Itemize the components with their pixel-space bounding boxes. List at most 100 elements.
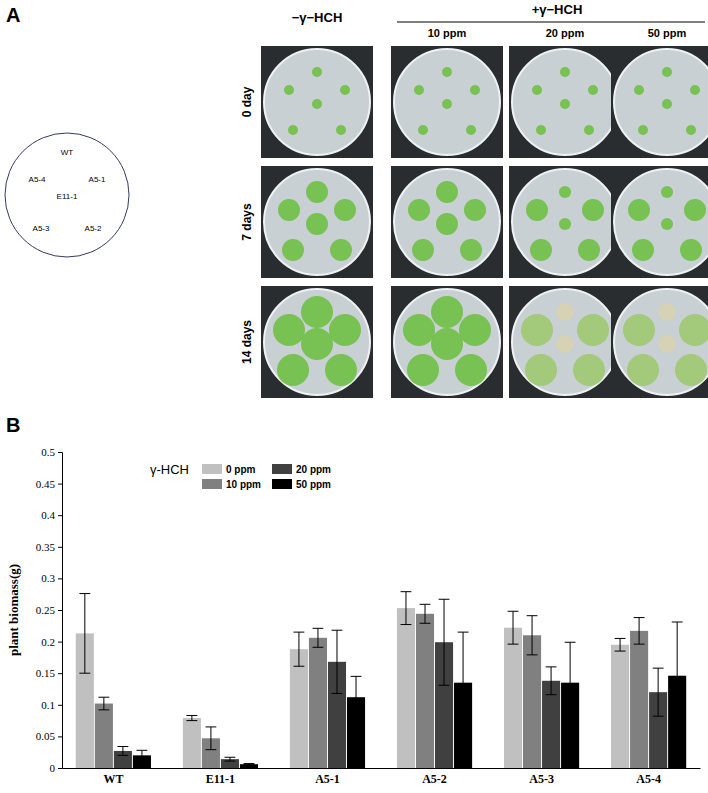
legend-entry: 50 ppm — [272, 479, 331, 490]
seedling — [455, 354, 487, 386]
tick-label: A5-3 — [529, 772, 554, 786]
seedling — [306, 213, 328, 235]
legend-entry: 20 ppm — [272, 464, 331, 475]
seedling — [638, 125, 648, 135]
error-bar — [294, 632, 305, 666]
seedling — [284, 85, 294, 95]
legend-label: 10 ppm — [226, 479, 261, 490]
tick: 0.4 — [41, 509, 62, 521]
schematic-plate — [5, 133, 129, 257]
seedling — [436, 181, 458, 203]
tick-mark — [58, 452, 62, 453]
error-bar — [186, 716, 197, 721]
plate-photo — [391, 286, 503, 398]
x-axis: WTE11-1A5-1A5-2A5-3A5-4 — [63, 768, 701, 786]
bar — [290, 649, 308, 768]
seedling — [559, 186, 571, 198]
seedling — [658, 303, 676, 321]
seedling — [407, 354, 439, 386]
petri-dish — [614, 169, 708, 275]
bar — [611, 645, 629, 768]
seedling — [675, 354, 707, 386]
legend-label: 0 ppm — [226, 464, 256, 475]
tick-label: 0.25 — [36, 604, 56, 616]
y-axis: 00.050.10.150.20.250.30.350.40.450.5 — [36, 446, 63, 774]
plate-photo — [261, 166, 373, 278]
tick-mark — [58, 768, 62, 769]
petri-dish — [614, 49, 708, 155]
petri-dish — [394, 289, 500, 395]
bar — [95, 704, 113, 768]
photo-background — [391, 286, 503, 398]
schematic-label: E11-1 — [57, 192, 78, 201]
error-bar — [332, 630, 343, 693]
tick-mark — [58, 610, 62, 611]
axis-line — [63, 768, 701, 769]
treatment-label: −γ−HCH — [292, 10, 343, 25]
tick-label: 0.1 — [41, 699, 55, 711]
concentration-label: 50 ppm — [648, 27, 687, 39]
seedling — [578, 239, 600, 261]
seedling — [526, 199, 548, 221]
seedling — [623, 314, 655, 346]
error-bar — [439, 599, 450, 685]
plate-photo — [611, 286, 708, 398]
schematic-label: A5-3 — [33, 224, 50, 233]
photo-background — [261, 286, 373, 398]
tick-mark — [58, 705, 62, 706]
bar — [416, 614, 434, 768]
seedling — [584, 125, 594, 135]
photo-background — [509, 46, 621, 158]
error-bar — [420, 604, 431, 623]
photo-background — [611, 286, 708, 398]
tick-label: 0.4 — [41, 509, 55, 521]
panel-a: AWTA5-4A5-1E11-1A5-3A5-2−γ−HCH+γ−HCH10 p… — [5, 2, 708, 398]
bar — [504, 628, 522, 768]
error-bar-series — [117, 599, 663, 761]
tick: WT — [103, 768, 123, 786]
tick-label: 0 — [50, 762, 56, 774]
legend: γ-HCH0 ppm10 ppm20 ppm50 ppm — [150, 462, 331, 490]
seedling — [442, 99, 452, 109]
legend-entry: 0 ppm — [202, 464, 256, 475]
legend-entry: 10 ppm — [202, 479, 261, 490]
error-bar — [205, 727, 216, 750]
photo-background — [611, 166, 708, 278]
seedling — [306, 181, 328, 203]
seedling — [442, 67, 452, 77]
bar-series — [114, 642, 667, 768]
error-bar — [117, 747, 128, 756]
seedling — [536, 125, 546, 135]
error-bar — [98, 697, 109, 710]
seedling — [556, 335, 574, 353]
tick: 0.5 — [41, 446, 62, 458]
seedling — [431, 296, 463, 328]
error-bar — [313, 628, 324, 647]
tick: 0.2 — [41, 636, 62, 648]
seedling — [690, 85, 700, 95]
petri-dish — [512, 169, 618, 275]
plate-photo — [261, 46, 373, 158]
error-bar — [225, 757, 236, 761]
tick-label: WT — [103, 772, 123, 786]
error-bar — [79, 594, 90, 674]
tick-mark — [58, 736, 62, 737]
tick-label: A5-2 — [422, 772, 447, 786]
tick-label: A5-1 — [315, 772, 340, 786]
seedling — [525, 354, 557, 386]
seedling — [530, 239, 552, 261]
seedling — [408, 199, 430, 221]
seedling — [273, 314, 305, 346]
plate-photo — [509, 286, 621, 398]
panel-label: A — [6, 4, 20, 26]
error-bar — [244, 764, 255, 765]
seedling — [686, 125, 696, 135]
petri-dish — [512, 49, 618, 155]
schematic-label: A5-1 — [89, 175, 106, 184]
error-bar — [458, 632, 469, 733]
legend-swatch — [202, 479, 222, 489]
bar — [309, 638, 327, 768]
tick-label: 0.3 — [41, 572, 55, 584]
error-bar — [634, 618, 645, 645]
seedling — [464, 199, 486, 221]
